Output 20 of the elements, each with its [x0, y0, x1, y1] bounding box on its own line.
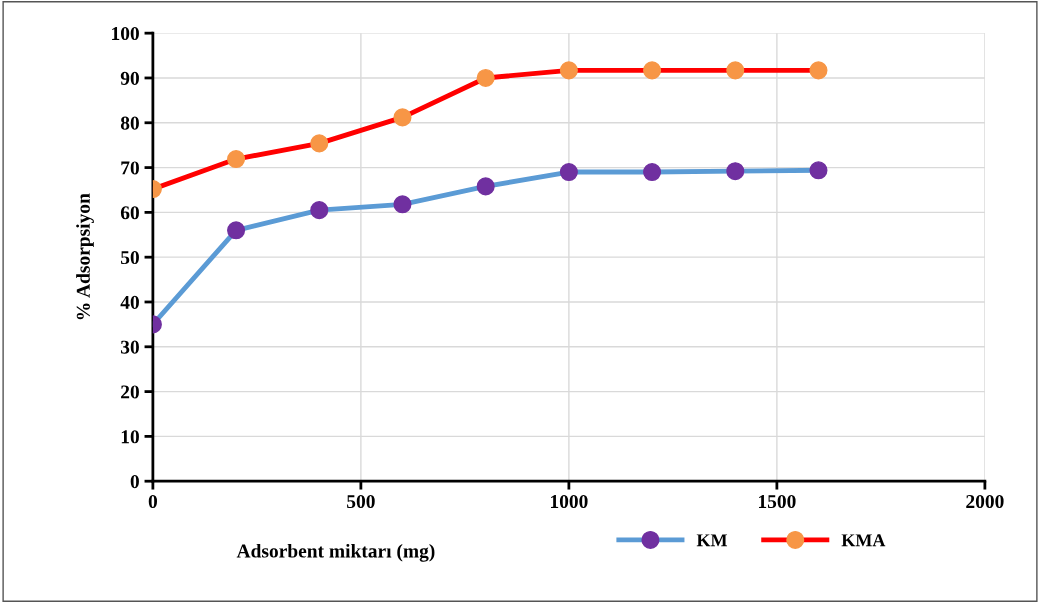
y-tick-label: 80: [120, 116, 139, 130]
x-tick-label: 500: [347, 494, 375, 509]
y-tick-label: 50: [121, 251, 139, 265]
x-tick-label: 2000: [966, 494, 1004, 509]
x-tick-label: 1500: [758, 494, 796, 509]
y-tick-label: 30: [120, 340, 139, 354]
y-tick-label: 60: [120, 206, 139, 220]
legend-label: KMA: [841, 534, 886, 547]
y-tick-label: 100: [112, 26, 139, 41]
legend-label: KM: [696, 534, 728, 547]
y-tick-label: 70: [121, 161, 139, 175]
y-tick-label: 10: [121, 430, 139, 444]
y-tick-label: 0: [130, 475, 139, 489]
y-tick-label: 40: [120, 295, 139, 309]
y-axis-title: % Adsorpsiyon: [76, 193, 94, 320]
y-tick-label: 20: [121, 385, 139, 399]
x-tick-label: 0: [148, 494, 157, 509]
y-tick-label: 90: [120, 71, 139, 85]
x-axis-title: Adsorbent miktarı (mg): [236, 543, 435, 562]
x-tick-label: 1000: [550, 494, 588, 509]
